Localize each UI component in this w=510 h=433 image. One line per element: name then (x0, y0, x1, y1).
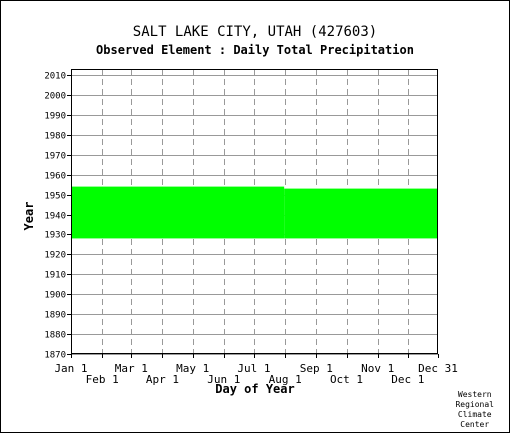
y-tick-label-2010: 2010 (44, 72, 66, 82)
y-tick-label-2000: 2000 (44, 92, 66, 102)
x-tick-label-bottom: Oct 1 (330, 373, 363, 386)
x-tick-label-top: Jan 1 (54, 362, 87, 375)
y-tick-label-1880: 1880 (44, 331, 66, 341)
chart-subtitle: Observed Element : Daily Total Precipita… (96, 43, 414, 57)
chart-title: SALT LAKE CITY, UTAH (427603) (132, 24, 378, 40)
data-segment-0-1 (284, 188, 438, 239)
credit-text: Western Regional Climate Center (455, 390, 494, 429)
y-tick-label-1870: 1870 (44, 351, 66, 361)
x-tick-label-top: Jul 1 (237, 362, 270, 375)
y-tick-label-1900: 1900 (44, 291, 66, 301)
x-tick-label-top: Dec 31 (418, 362, 458, 375)
x-tick-label-bottom: Feb 1 (86, 373, 119, 386)
x-tick-label-bottom: Aug 1 (269, 373, 302, 386)
x-tick-label-bottom: Dec 1 (391, 373, 424, 386)
data-segment-0-0 (71, 186, 285, 239)
x-axis-label: Day of Year (215, 382, 295, 396)
x-tick-label-top: Nov 1 (361, 362, 394, 375)
x-tick-label-bottom: Apr 1 (146, 373, 179, 386)
y-tick-label-1960: 1960 (44, 172, 66, 182)
y-tick-label-1930: 1930 (44, 231, 66, 241)
y-tick-label-1990: 1990 (44, 112, 66, 122)
y-tick-label-1890: 1890 (44, 311, 66, 321)
y-tick-label-1920: 1920 (44, 251, 66, 261)
x-tick-label-top: Sep 1 (300, 362, 333, 375)
x-tick-label-bottom: Jun 1 (207, 373, 240, 386)
y-tick-label-1950: 1950 (44, 192, 66, 202)
y-tick-label-1940: 1940 (44, 212, 66, 222)
y-tick-label-1910: 1910 (44, 271, 66, 281)
x-tick-label-top: May 1 (176, 362, 209, 375)
y-tick-label-1970: 1970 (44, 152, 66, 162)
y-tick-label-1980: 1980 (44, 132, 66, 142)
plot-border (71, 69, 438, 354)
x-tick-label-top: Mar 1 (115, 362, 148, 375)
